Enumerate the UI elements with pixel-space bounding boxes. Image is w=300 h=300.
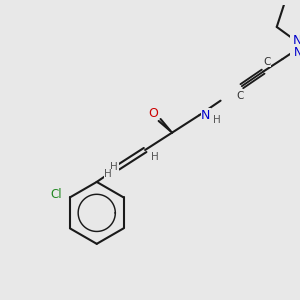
Text: H: H bbox=[213, 115, 220, 125]
Text: N: N bbox=[294, 46, 300, 59]
Text: C: C bbox=[263, 57, 271, 67]
Text: C: C bbox=[236, 91, 244, 101]
Text: O: O bbox=[148, 107, 158, 120]
Text: N: N bbox=[201, 109, 211, 122]
Text: H: H bbox=[104, 169, 112, 179]
Text: H: H bbox=[151, 152, 159, 162]
Text: N: N bbox=[292, 34, 300, 47]
Text: Cl: Cl bbox=[51, 188, 62, 201]
Text: H: H bbox=[110, 162, 118, 172]
